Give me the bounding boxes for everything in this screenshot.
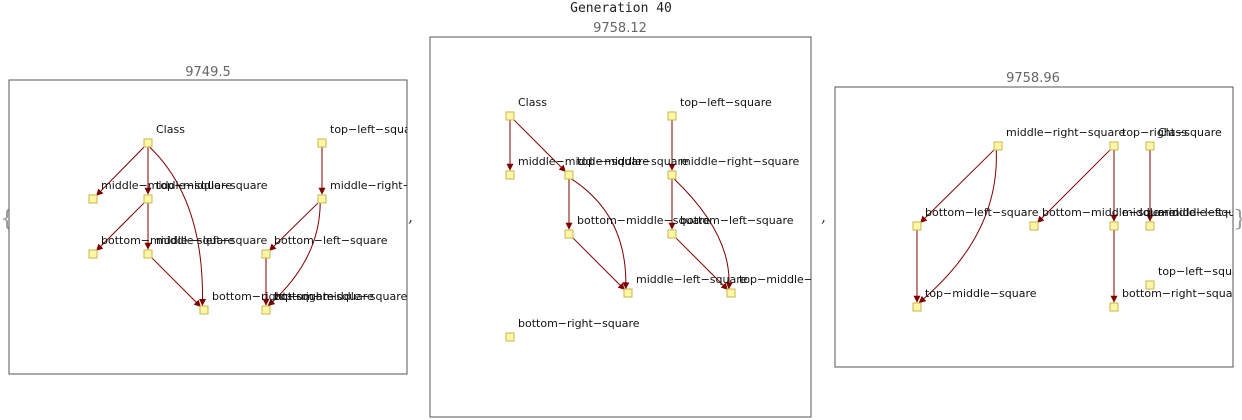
node-label-bms: bottom−middle−square — [577, 214, 710, 227]
node-label-mrs: middle−right−square — [330, 179, 450, 192]
node-label-mrs: middle−right−square — [680, 155, 800, 168]
node-bmsq — [1029, 221, 1039, 231]
node-mrs — [317, 194, 327, 204]
node-label-bls: bottom−left−square — [680, 214, 794, 227]
node-label-tms: top−middle−square — [577, 155, 689, 168]
node-tls — [667, 111, 677, 121]
node-label-tms: top−middle−square — [156, 179, 268, 192]
node-label-bls: bottom−left−square — [274, 234, 388, 247]
node-bls — [912, 221, 922, 231]
node-mls — [623, 288, 633, 298]
node-label-brs: bottom−right−square — [518, 317, 640, 330]
node-mls — [1145, 221, 1155, 231]
node-bms2 — [261, 305, 271, 315]
node-label-trs: top−right−square — [1122, 126, 1222, 139]
node-mms — [505, 170, 515, 180]
node-label-mms: middle−middle−square — [518, 155, 649, 168]
node-tls — [1145, 280, 1155, 290]
node-label-tls: top−left−square — [330, 123, 422, 136]
node-label-tms: top−middle−square — [925, 287, 1037, 300]
separator-2: , — [821, 207, 826, 226]
node-label-Class: Class — [156, 123, 185, 136]
node-tls — [317, 138, 327, 148]
node-label-bls: bottom−left−square — [925, 206, 1039, 219]
node-label-tls: top−left−square — [680, 96, 772, 109]
node-label-Class: Class — [1158, 126, 1187, 139]
panel-content: Classmiddle−middle−squaretop−middle−squa… — [505, 96, 851, 342]
edge-Class-mms — [96, 145, 146, 196]
network-panel-1: 9749.5 Class middle−middle−squaretop−middl… — [8, 65, 450, 375]
network-panel-3: 9758.96 middle−right−squaretop−right−squa… — [834, 71, 1242, 368]
node-Class — [1145, 141, 1155, 151]
node-label-mls: middle−left−square — [1158, 206, 1242, 219]
panel-score: 9749.5 — [185, 65, 231, 80]
network-panels: 9749.5Classmiddle−middle−squaretop−middl… — [8, 21, 1242, 418]
panel-score: 9758.96 — [1006, 71, 1060, 86]
node-Class — [505, 111, 515, 121]
node-label-bmsq: bottom−middle−square — [1042, 206, 1175, 219]
node-label-trs: top−right−square — [274, 290, 374, 303]
node-tmid — [726, 288, 736, 298]
node-label-bms2: bottom−middle−square — [274, 290, 407, 303]
node-label-mls: middle−left−square — [636, 273, 748, 286]
node-label-brs: bottom−right−square — [1122, 287, 1242, 300]
edge-mrs-trs — [267, 202, 321, 306]
generation-title: Generation 40 — [570, 1, 672, 16]
node-brs — [505, 332, 515, 342]
edge-Class-brs — [148, 146, 207, 306]
edge-tms-mls — [570, 178, 630, 290]
node-label-bms: bottom−middle−square — [101, 234, 234, 247]
edge-Class-tms — [512, 118, 566, 172]
panel-content: middle−right−squaretop−right−squareClass… — [912, 126, 1242, 312]
node-label-tmid: top−middle−square — [739, 273, 851, 286]
node-label-Class: Class — [518, 96, 547, 109]
node-bls — [261, 249, 271, 259]
node-brs — [199, 305, 209, 315]
network-panel-2: 9758.12Classmiddle−middle−squaretop−midd… — [429, 21, 851, 418]
separator-1: , — [408, 207, 413, 226]
panel-content: Class middle−middle−squaretop−middle−squa… — [88, 123, 450, 315]
edge-mrs-tmid — [673, 178, 733, 290]
node-mms — [88, 194, 98, 204]
node-label-tls: top−left−square — [1158, 265, 1242, 278]
node-mms — [1109, 221, 1119, 231]
node-tms — [143, 194, 153, 204]
edge-mrs-bls — [269, 201, 320, 251]
node-mrs — [667, 170, 677, 180]
edge-mls-brs — [150, 256, 201, 307]
node-Class — [143, 138, 153, 148]
edge-bms-mls — [571, 236, 625, 290]
node-label-mls: middle−left−square — [156, 234, 268, 247]
node-trs — [1109, 141, 1119, 151]
node-label-mrs: middle−right−square — [1006, 126, 1126, 139]
edge-mrs-tms — [918, 149, 997, 303]
node-label-mms: middle−middle−square — [1122, 206, 1242, 219]
node-bls — [667, 229, 677, 239]
panel-frame — [429, 36, 812, 418]
close-brace: } — [1233, 207, 1242, 232]
node-brs — [1109, 302, 1119, 312]
panel-score: 9758.12 — [593, 21, 647, 36]
edge-trs-bmsq — [1037, 148, 1112, 223]
node-mls — [143, 249, 153, 259]
edge-bls-tmid — [674, 236, 728, 290]
node-tms — [912, 302, 922, 312]
edge-mrs-bls — [920, 148, 996, 223]
node-label-brs: bottom−right−square — [212, 290, 334, 303]
node-label-mms: middle−middle−square — [101, 179, 232, 192]
panel-frame — [8, 79, 408, 375]
edge-tms-bms — [96, 201, 146, 251]
node-mrs — [993, 141, 1003, 151]
node-bms — [564, 229, 574, 239]
node-bms — [88, 249, 98, 259]
node-tms — [564, 170, 574, 180]
